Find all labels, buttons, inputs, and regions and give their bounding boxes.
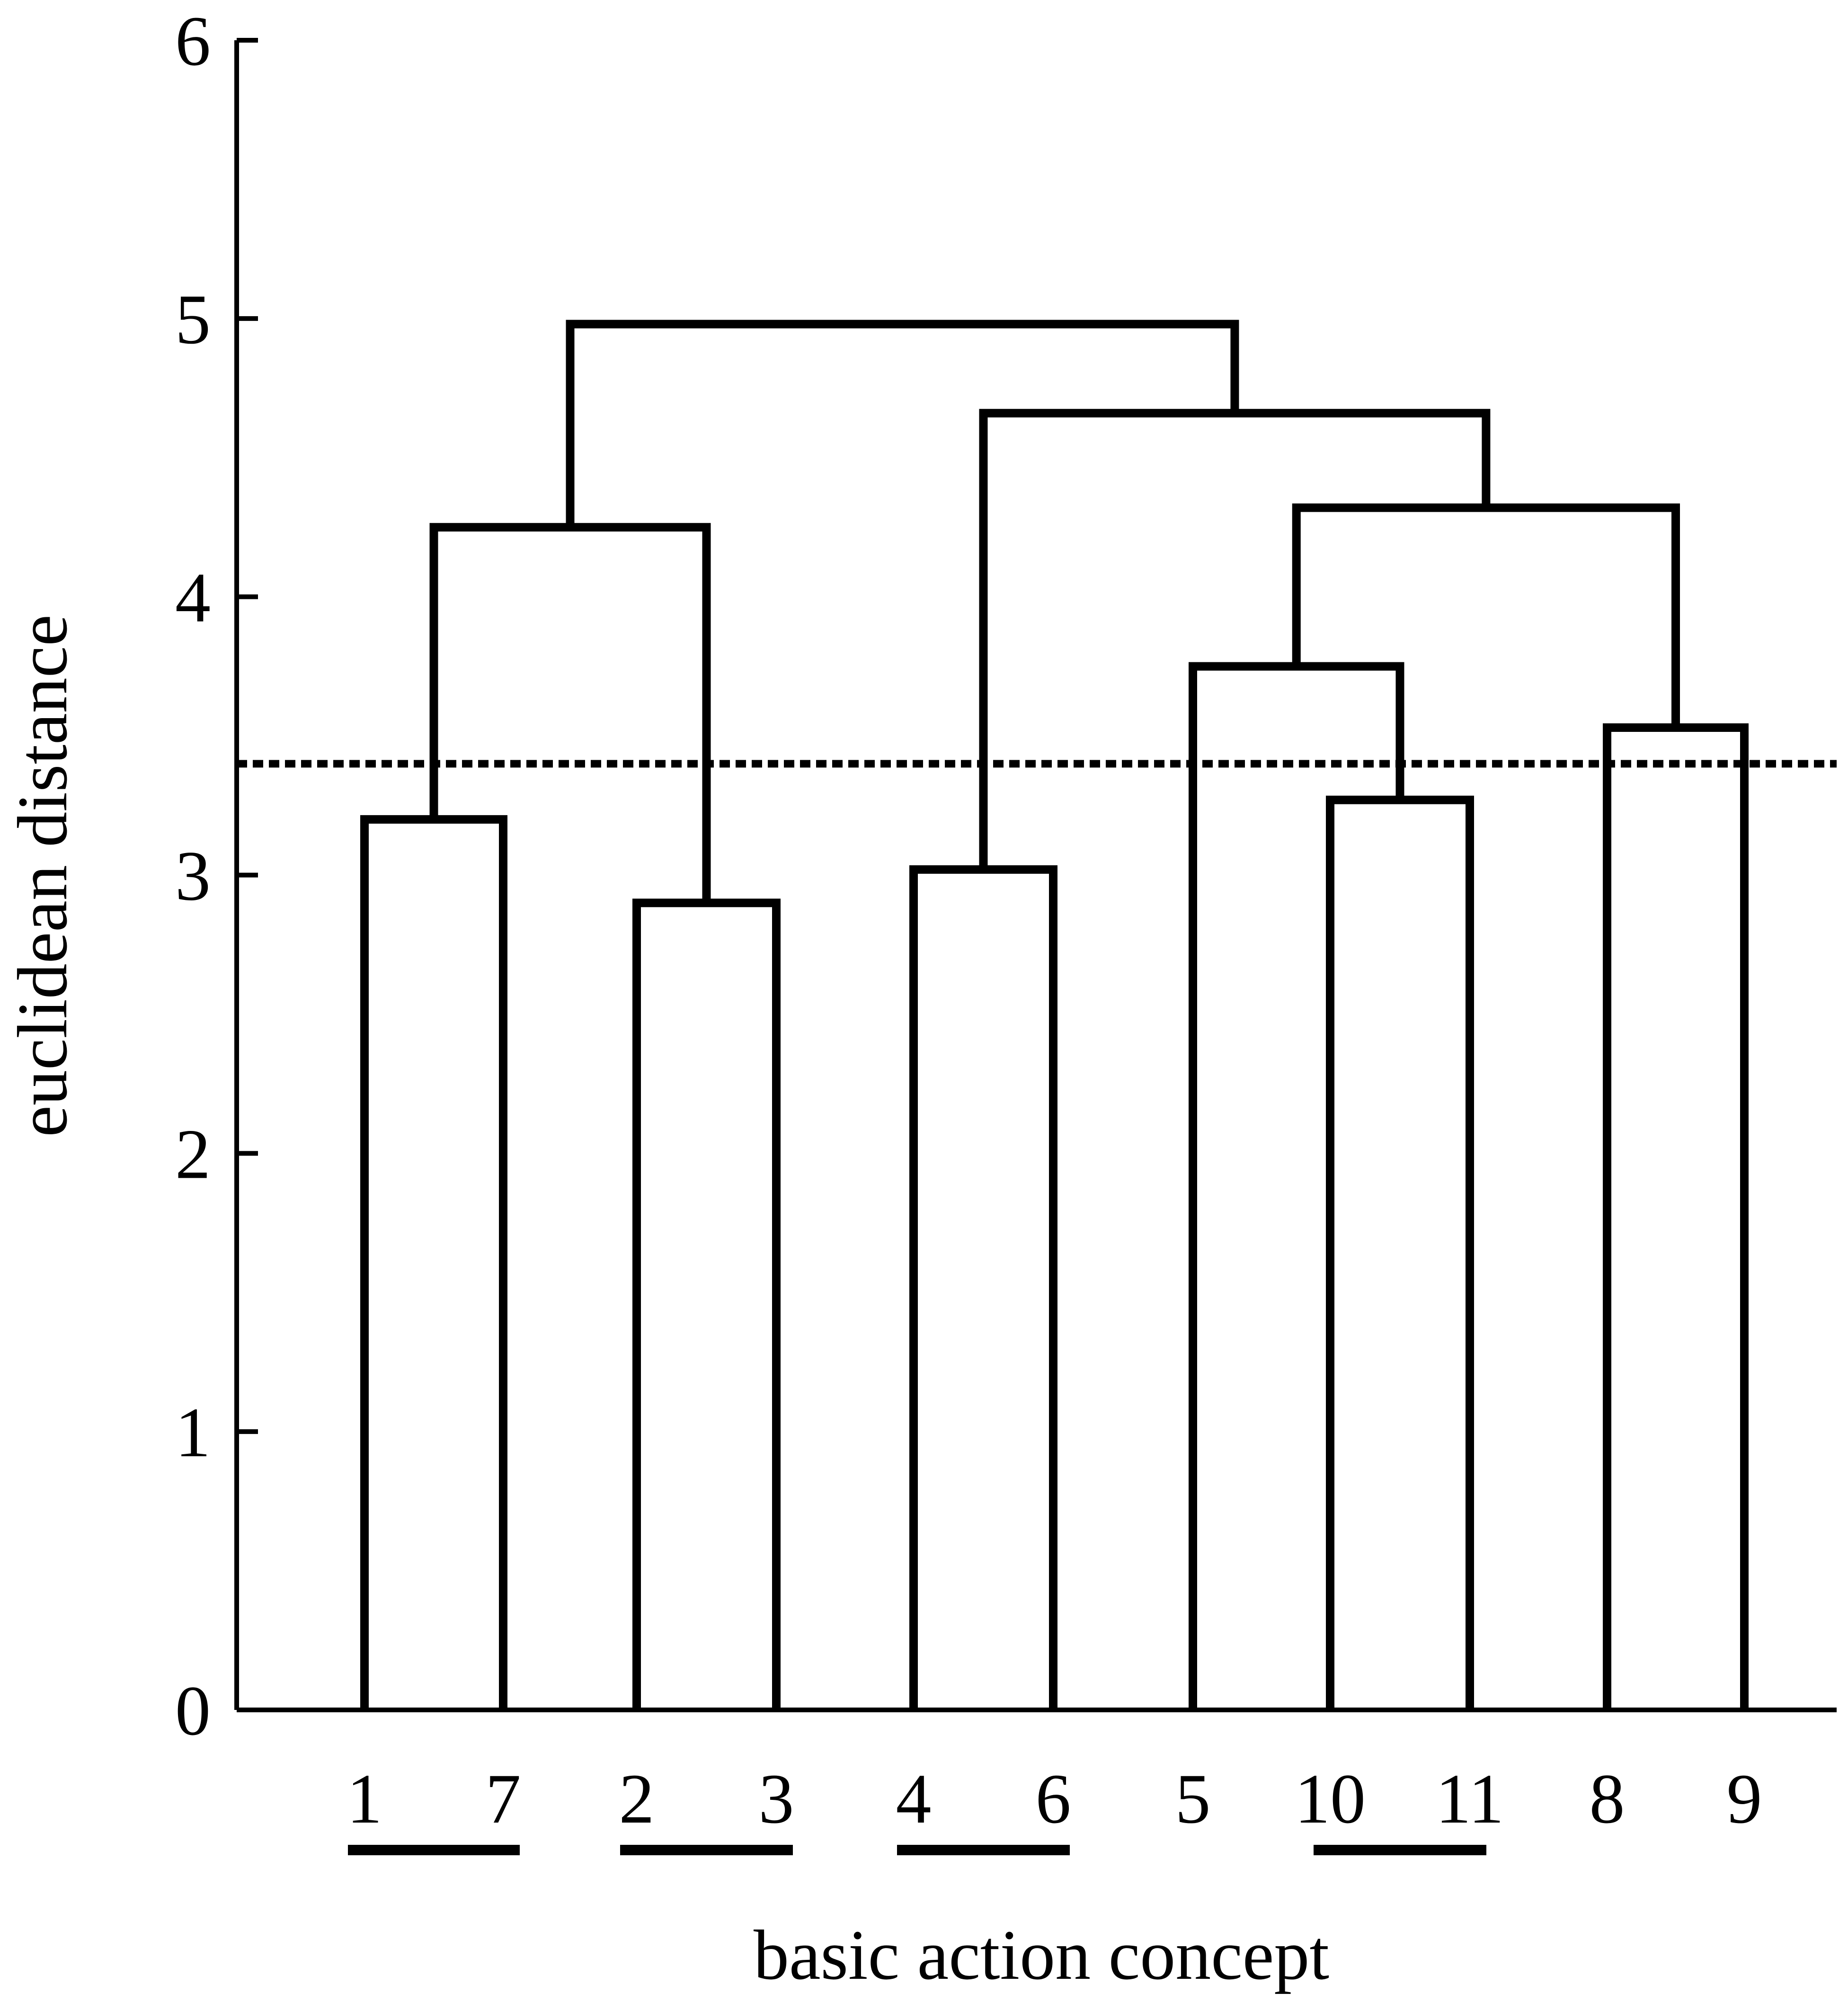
leaf-label: 3 [759, 1760, 794, 1838]
leaf-label: 10 [1295, 1760, 1366, 1838]
dendrogram-link [909, 865, 1057, 1710]
leaf-label: 1 [347, 1760, 382, 1838]
dendrogram-link [1603, 723, 1749, 1710]
dendrogram-links [360, 320, 1749, 1710]
dendrogram-link [1326, 795, 1474, 1710]
y-tick-label: 4 [175, 559, 211, 637]
dendrogram-link [1292, 503, 1680, 728]
leaf-label: 6 [1036, 1760, 1071, 1838]
leaf-label: 9 [1727, 1760, 1762, 1838]
y-axis: 0 1 2 3 4 5 6 [175, 2, 1837, 1750]
y-tick-label: 0 [175, 1672, 211, 1750]
dendrogram-link [632, 899, 781, 1710]
leaf-label: 2 [619, 1760, 655, 1838]
leaf-labels: 1 7 2 3 4 6 5 10 11 8 9 [347, 1760, 1762, 1838]
y-tick-label: 5 [175, 280, 211, 359]
y-tick-label: 6 [175, 2, 211, 80]
leaf-label: 7 [486, 1760, 521, 1838]
leaf-label: 5 [1175, 1760, 1211, 1838]
y-tick-label: 3 [175, 837, 211, 916]
leaf-label: 4 [896, 1760, 932, 1838]
dendrogram-link [1189, 662, 1404, 1710]
leaf-label: 8 [1590, 1760, 1625, 1838]
y-tick-label: 1 [175, 1393, 211, 1472]
y-tick-label: 2 [175, 1115, 211, 1193]
x-axis-title: basic action concept [754, 1916, 1329, 1994]
dendrogram-link [360, 815, 507, 1710]
dendrogram-link [566, 320, 1239, 527]
dendrogram-link [429, 523, 711, 903]
y-axis-title: euclidean distance [3, 614, 82, 1137]
leaf-label: 11 [1436, 1760, 1504, 1838]
